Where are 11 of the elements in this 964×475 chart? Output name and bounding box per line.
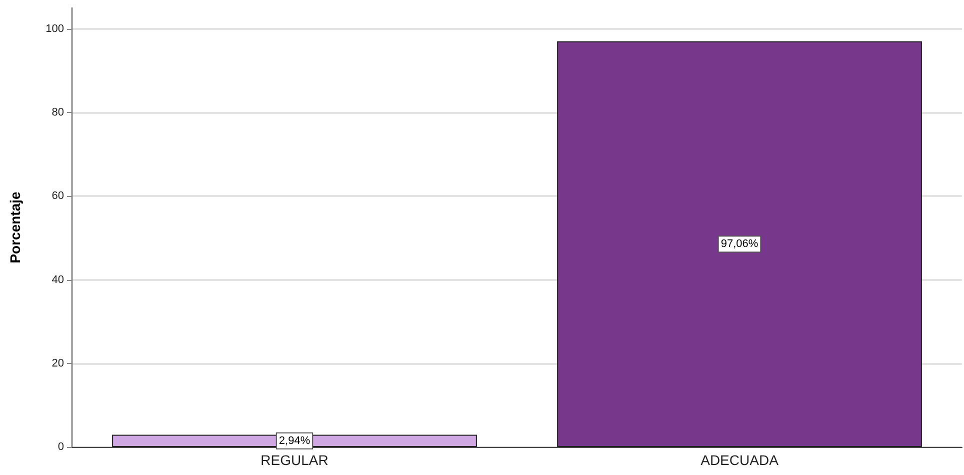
x-tick-label: REGULAR [260, 452, 328, 468]
y-axis-title: Porcentaje [7, 191, 23, 264]
x-tick-label: ADECUADA [700, 452, 780, 468]
y-tick-label: 80 [52, 106, 64, 119]
y-tick-label: 0 [58, 441, 64, 453]
y-tick-label: 40 [52, 274, 64, 286]
y-tick-label: 60 [52, 190, 64, 202]
data-label: 2,94% [278, 434, 310, 447]
y-tick-label: 100 [46, 22, 64, 35]
data-label: 97,06% [720, 238, 758, 250]
y-tick-label: 20 [52, 357, 64, 370]
